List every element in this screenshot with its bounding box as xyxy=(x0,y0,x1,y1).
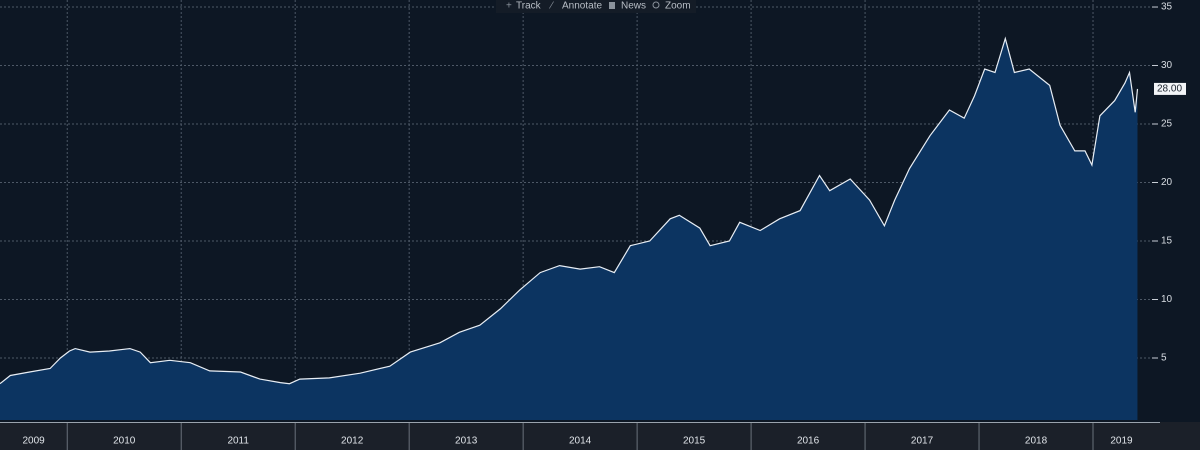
news-icon xyxy=(609,2,615,9)
x-axis: 2009 2010 2011 2012 2013 2014 2015 2016 2017 2018… xyxy=(22,423,1133,450)
x-tick-label: 2015 xyxy=(683,436,706,447)
y-tick-label: 10 xyxy=(1161,294,1173,305)
x-tick-label: 2011 xyxy=(227,436,249,447)
track-icon: + xyxy=(506,1,512,12)
last-price-label: 28.00 xyxy=(1157,84,1182,95)
y-tick-label: 20 xyxy=(1161,177,1173,188)
x-tick-label: 2010 xyxy=(113,436,136,447)
x-tick-label: 2014 xyxy=(569,436,592,447)
x-tick-label: 2013 xyxy=(455,436,478,447)
x-axis-bar xyxy=(0,422,1200,450)
price-line xyxy=(0,36,1139,385)
y-tick-label: 30 xyxy=(1161,60,1173,71)
tool-news[interactable]: News xyxy=(621,1,646,12)
plot xyxy=(0,0,1150,420)
y-tick-label: 35 xyxy=(1161,2,1173,13)
tool-annotate[interactable]: Annotate xyxy=(562,1,602,12)
x-tick-label: 2017 xyxy=(911,436,934,447)
x-tick-label: 2019 xyxy=(1110,436,1133,447)
x-tick-label: 2018 xyxy=(1025,436,1048,447)
x-tick-label: 2016 xyxy=(797,436,820,447)
tool-track[interactable]: Track xyxy=(516,1,542,12)
x-tick-label: 2012 xyxy=(341,436,364,447)
x-tick-label: 2009 xyxy=(22,436,45,447)
toolbar-bg xyxy=(496,0,696,13)
y-axis: 5 10 15 20 25 30 35 28.00 xyxy=(1152,2,1186,364)
annotate-icon: ⁄ xyxy=(548,1,554,12)
tool-zoom[interactable]: Zoom xyxy=(665,1,691,12)
y-tick-label: 15 xyxy=(1161,236,1173,247)
last-price-box xyxy=(1154,82,1186,95)
zoom-icon xyxy=(652,1,660,9)
toolbar: + Track ⁄ Annotate News Zoom xyxy=(496,0,696,13)
y-tick-label: 25 xyxy=(1161,119,1173,130)
area-fill xyxy=(0,38,1138,420)
y-tick-label: 5 xyxy=(1161,353,1167,364)
